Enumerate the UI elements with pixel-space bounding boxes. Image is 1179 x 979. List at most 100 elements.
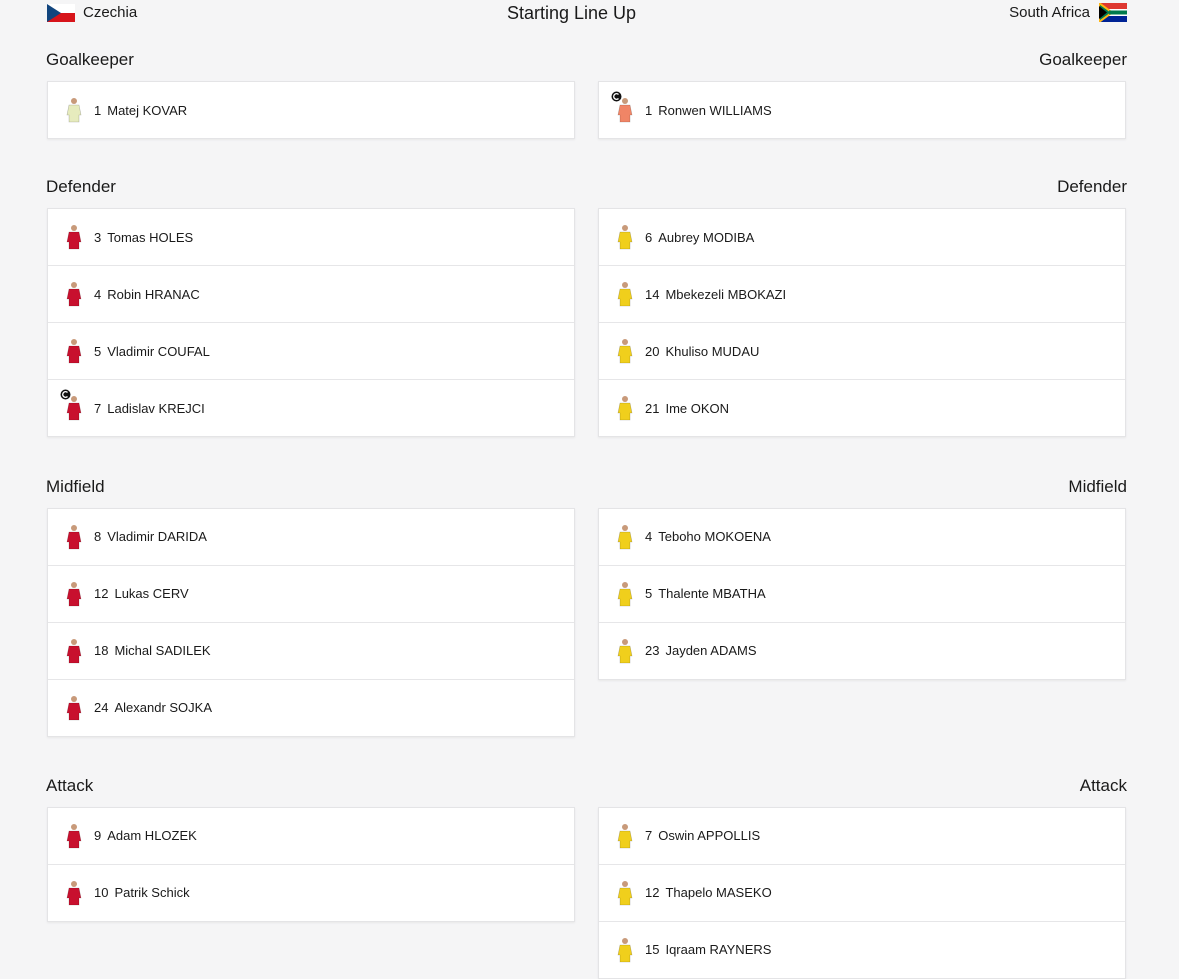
player-number: 21 <box>645 400 660 416</box>
player-number: 20 <box>645 343 660 359</box>
player-row: 14 Mbekezeli MBOKAZI <box>599 266 1125 324</box>
player-name: Patrik Schick <box>114 885 190 901</box>
player-row: 7 Oswin APPOLLIS <box>599 808 1125 865</box>
kit-icon <box>617 937 633 962</box>
player-row: 20 Khuliso MUDAU <box>599 323 1125 381</box>
player-number: 23 <box>645 643 660 658</box>
player-number: 1 <box>94 102 102 118</box>
player-name: Michal SADILEK <box>114 643 211 658</box>
page-title: Starting Line Up <box>506 3 637 23</box>
player-card: 3 Tomas HOLES 4 Robin HRANAC 5 Vladimir COUFA… <box>47 208 575 438</box>
player-number: 15 <box>645 942 660 958</box>
player-number: 7 <box>645 828 653 844</box>
section-label: Attack <box>46 775 94 795</box>
player-card: 8 Vladimir DARIDA 12 Lukas CERV 18 Michal SAD… <box>47 507 575 737</box>
kit-icon <box>617 225 633 250</box>
player-row: 10 Patrik Schick <box>48 865 574 921</box>
kit-icon <box>66 225 82 250</box>
player-name: Iqraam RAYNERS <box>665 942 772 958</box>
captain-icon <box>611 91 622 102</box>
player-number: 12 <box>645 885 660 901</box>
player-row: 8 Vladimir DARIDA <box>48 509 574 566</box>
player-name: Adam HLOZEK <box>107 828 197 844</box>
kit-icon <box>66 282 82 307</box>
player-name: Ladislav KREJCI <box>107 400 205 416</box>
player-name: Aubrey MODIBA <box>658 229 755 245</box>
player-row: 6 Aubrey MODIBA <box>599 209 1125 267</box>
away-team: South Africa <box>1009 4 1090 21</box>
kit-icon <box>66 98 82 123</box>
kit-icon <box>617 880 633 905</box>
kit-icon <box>617 823 633 848</box>
player-number: 4 <box>645 529 653 544</box>
player-number: 1 <box>645 102 653 118</box>
player-number: 24 <box>94 700 109 715</box>
player-row: 4 Robin HRANAC <box>48 266 574 324</box>
player-number: 5 <box>94 343 102 359</box>
player-name: Jayden ADAMS <box>665 643 757 658</box>
player-number: 7 <box>94 400 102 416</box>
player-row: 12 Thapelo MASEKO <box>599 865 1125 922</box>
player-row: 3 Tomas HOLES <box>48 209 574 267</box>
player-number: 8 <box>94 529 102 544</box>
kit-icon <box>617 638 633 663</box>
player-name: Lukas CERV <box>114 586 189 601</box>
player-row: 1 Matej KOVAR <box>48 82 574 138</box>
player-name: Ime OKON <box>665 400 730 416</box>
kit-icon <box>617 524 633 549</box>
kit-icon <box>617 396 633 421</box>
player-row: 5 Vladimir COUFAL <box>48 323 574 381</box>
player-name: Vladimir COUFAL <box>107 343 210 359</box>
kit-icon <box>66 823 82 848</box>
player-row: 4 Teboho MOKOENA <box>599 509 1125 566</box>
player-name: Matej KOVAR <box>107 102 188 118</box>
section-label: Midfield <box>46 476 105 496</box>
player-card: 9 Adam HLOZEK 10 Patrik Schick <box>47 806 575 922</box>
player-number: 3 <box>94 229 102 245</box>
section-label: Attack <box>1079 775 1127 795</box>
player-card: 4 Teboho MOKOENA 5 Thalente MBATHA 23 Jayden … <box>598 507 1126 680</box>
player-row: 9 Adam HLOZEK <box>48 808 574 865</box>
player-name: Vladimir DARIDA <box>107 529 207 544</box>
player-row: 5 Thalente MBATHA <box>599 566 1125 623</box>
section-label: Defender <box>1057 177 1127 197</box>
player-card: 7 Oswin APPOLLIS 12 Thapelo MASEKO 15 Iqraam … <box>598 806 1126 979</box>
away-flag <box>1099 3 1127 22</box>
player-number: 14 <box>645 286 660 302</box>
player-number: 4 <box>94 286 102 302</box>
section-label: Defender <box>46 177 116 197</box>
player-row: 12 Lukas CERV <box>48 566 574 623</box>
kit-icon <box>617 339 633 364</box>
player-name: Thapelo MASEKO <box>665 885 772 901</box>
section-label: Midfield <box>1068 476 1127 496</box>
player-row: 18 Michal SADILEK <box>48 623 574 680</box>
kit-icon <box>66 695 82 720</box>
kit-icon <box>66 581 82 606</box>
player-row: 1 Ronwen WILLIAMS <box>599 82 1125 138</box>
kit-icon <box>66 396 82 421</box>
player-name: Robin HRANAC <box>107 286 200 302</box>
kit-icon <box>617 98 633 123</box>
player-row: 23 Jayden ADAMS <box>599 623 1125 679</box>
player-number: 10 <box>94 885 109 901</box>
player-number: 18 <box>94 643 109 658</box>
player-number: 12 <box>94 586 109 601</box>
player-card: 1 Matej KOVAR <box>47 81 575 139</box>
kit-icon <box>617 581 633 606</box>
player-name: Mbekezeli MBOKAZI <box>665 286 787 302</box>
kit-icon <box>66 524 82 549</box>
kit-icon <box>617 282 633 307</box>
section-label: Goalkeeper <box>1039 50 1127 69</box>
player-name: Khuliso MUDAU <box>665 343 760 359</box>
kit-icon <box>66 339 82 364</box>
player-row: 7 Ladislav KREJCI <box>48 380 574 436</box>
player-name: Thalente MBATHA <box>658 586 766 601</box>
player-name: Ronwen WILLIAMS <box>658 102 772 118</box>
home-team: Czechia <box>83 4 138 21</box>
kit-icon <box>66 880 82 905</box>
player-card: 6 Aubrey MODIBA 14 Mbekezeli MBOKAZI 20 Khuli… <box>598 208 1126 438</box>
section-label: Goalkeeper <box>46 50 134 69</box>
player-name: Teboho MOKOENA <box>658 529 771 544</box>
player-row: 15 Iqraam RAYNERS <box>599 922 1125 978</box>
